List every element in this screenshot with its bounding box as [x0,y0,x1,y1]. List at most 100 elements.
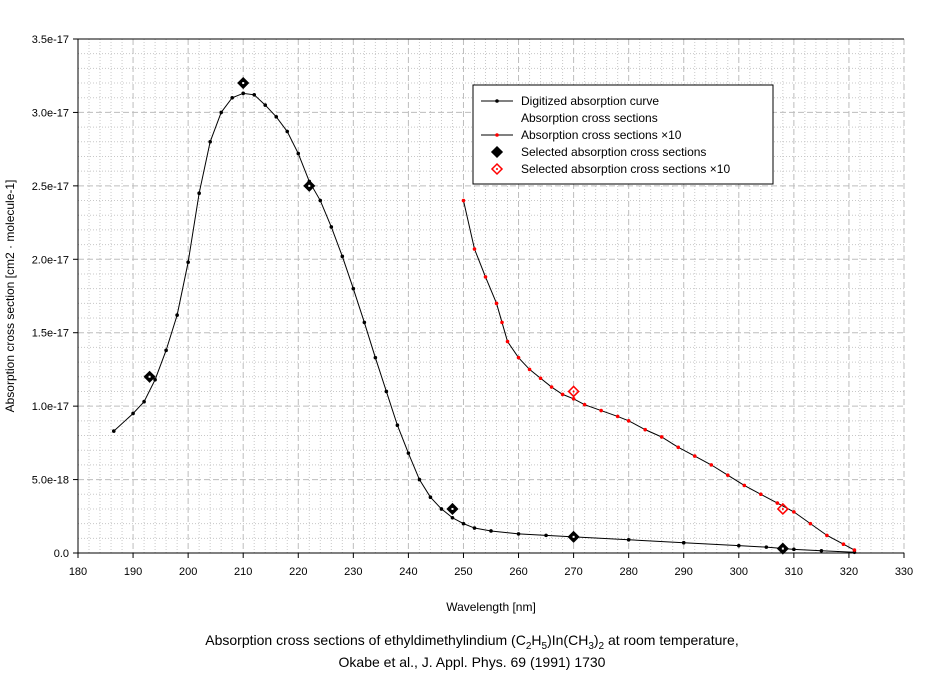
caption-text: ) [593,632,599,648]
data-point [626,419,631,423]
caption-text: )In(CH [547,632,589,648]
legend-label: Digitized absorption curve [521,94,659,108]
selected-point-center [148,375,151,378]
data-point [742,483,747,488]
caption-text: H [531,632,542,648]
data-point [373,355,378,360]
data-point [285,129,290,134]
data-point [296,151,301,156]
data-point [759,492,763,497]
data-point [643,427,647,432]
data-point [505,339,510,344]
data-point [841,542,846,546]
data-point [417,477,422,482]
data-point [681,540,686,545]
y-tick-label: 3.0e-17 [32,107,69,119]
selected-point-x10 [567,385,580,398]
legend-marker [490,162,504,176]
selected-point-center [451,507,454,510]
data-point [439,507,444,511]
data-point [131,411,135,416]
data-point [362,320,367,325]
data-point [516,355,521,360]
data-point [472,247,477,251]
data-point [450,515,455,520]
x-tick-label: 250 [454,566,472,578]
data-point [263,103,268,107]
x-tick-label: 210 [234,566,252,578]
data-point [219,110,223,115]
data-point [775,501,780,505]
data-point [252,93,257,97]
x-tick-label: 280 [619,566,637,578]
data-point [241,91,245,96]
data-point [659,435,664,439]
data-point [351,286,356,291]
data-point [230,95,234,100]
data-point [808,521,813,526]
absorption-chart: 180 190 200 210 220 230 240 250 260 270 280 290 300 3… [3,34,913,614]
data-point [461,521,466,526]
series-line-1 [462,200,855,551]
legend-box [472,84,774,185]
data-point [208,140,212,144]
y-axis-label: Absorption cross section [cm2 · molecule… [3,180,17,413]
data-point [111,429,116,433]
data-point [483,275,488,279]
data-point [500,320,504,325]
data-point [489,529,493,533]
selected-point-center [242,82,245,85]
data-point [582,402,587,407]
y-tick-label: 2.0e-17 [32,254,69,266]
y-tick-label: 2.5e-17 [32,181,69,193]
legend-label: Absorption cross sections [521,111,658,125]
selected-point-center [572,390,575,393]
caption-sub: 2 [525,640,532,652]
x-tick-label: 200 [179,566,197,578]
data-point [186,260,190,265]
data-point [571,397,576,401]
data-point [340,254,345,259]
data-point [692,454,697,458]
x-tick-label: 240 [399,566,417,578]
caption-text: at room temperature, [604,632,739,648]
data-point [626,537,631,542]
caption-line-1: Absorption cross sections of ethyldimeth… [0,632,944,652]
x-tick-label: 260 [509,566,527,578]
data-point [538,376,543,381]
y-tick-label: 0.0 [54,548,69,560]
data-point [527,367,532,372]
data-point [395,423,400,428]
data-point [819,548,824,553]
x-tick-label: 270 [564,566,582,578]
caption-sub: 5 [541,640,548,652]
x-tick-label: 290 [675,566,693,578]
y-tick-label: 3.5e-17 [32,34,69,46]
selected-point-center [781,547,784,550]
data-point [494,301,499,306]
data-point [329,225,334,229]
data-point [825,533,829,538]
x-tick-label: 320 [840,566,858,578]
data-point [461,198,466,203]
data-point [560,392,565,397]
legend-marker [495,99,499,103]
data-point [615,414,620,419]
x-axis-label: Wavelength [nm] [446,600,536,614]
selected-point-center [308,184,311,187]
legend-marker-center [496,168,498,170]
data-point [852,548,857,552]
legend-label: Selected absorption cross sections ×10 [521,162,730,176]
selected-point-x10 [776,502,789,516]
caption-sub: 2 [598,640,605,652]
y-tick-label: 1.0e-17 [32,401,69,413]
x-tick-label: 180 [69,566,87,578]
y-tick-label: 5.0e-18 [32,475,69,487]
selected-point-center [572,535,575,538]
caption-text: Absorption cross sections of ethyldimeth… [205,632,526,648]
data-point [676,445,681,450]
data-point [164,348,168,353]
x-tick-label: 190 [124,566,142,578]
data-point [175,313,179,317]
